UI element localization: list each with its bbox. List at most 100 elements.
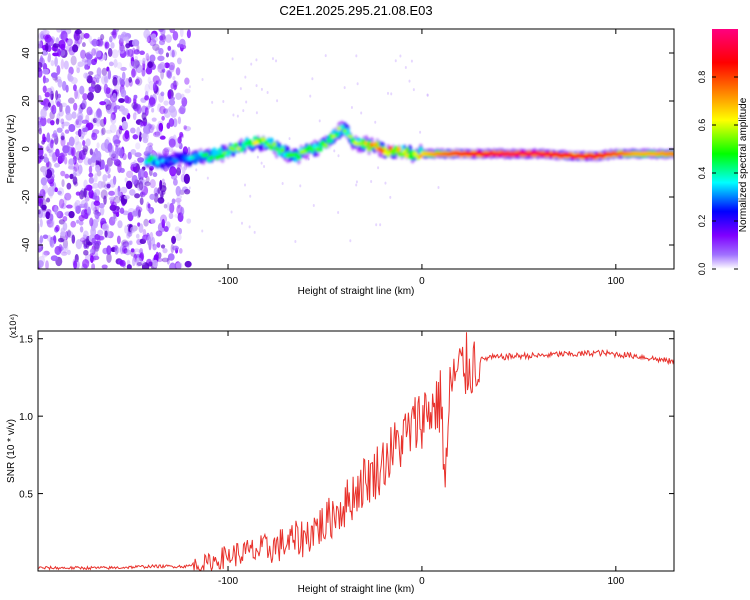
noise-blob bbox=[64, 192, 72, 201]
noise-blob bbox=[95, 150, 102, 161]
noise-blob bbox=[134, 193, 141, 199]
ridge-segment bbox=[670, 152, 674, 157]
noise-blob bbox=[45, 42, 49, 53]
noise-blob bbox=[56, 210, 64, 219]
noise-blob bbox=[74, 89, 78, 100]
noise-blob bbox=[184, 260, 192, 268]
noise-blob bbox=[75, 205, 81, 215]
noise-blob bbox=[114, 150, 119, 161]
noise-blob bbox=[230, 210, 233, 214]
noise-blob bbox=[67, 229, 71, 238]
noise-blob bbox=[161, 178, 165, 184]
noise-blob bbox=[98, 203, 105, 209]
noise-blob bbox=[80, 135, 84, 140]
noise-blob bbox=[184, 88, 191, 94]
noise-blob bbox=[114, 105, 121, 110]
noise-blob bbox=[134, 78, 140, 85]
snr-frame bbox=[37, 330, 675, 572]
noise-blob bbox=[168, 118, 175, 127]
noise-blob bbox=[118, 98, 125, 103]
noise-blob bbox=[42, 234, 49, 240]
noise-blob bbox=[107, 47, 113, 57]
noise-blob bbox=[135, 142, 141, 150]
noise-blob bbox=[73, 202, 79, 210]
ridge-segment bbox=[296, 154, 302, 160]
noise-blob bbox=[195, 168, 198, 172]
noise-blob bbox=[68, 210, 75, 219]
noise-blob bbox=[148, 97, 156, 105]
noise-blob bbox=[97, 229, 104, 236]
noise-blob bbox=[41, 252, 48, 258]
noise-blob bbox=[160, 91, 165, 97]
noise-blob bbox=[150, 33, 157, 40]
noise-blob bbox=[38, 67, 42, 72]
noise-blob bbox=[50, 60, 55, 67]
noise-blob bbox=[95, 117, 101, 127]
y-tick-label: 40 bbox=[21, 47, 32, 59]
noise-blob bbox=[57, 237, 64, 243]
noise-blob bbox=[134, 55, 138, 61]
noise-blob bbox=[97, 180, 104, 189]
noise-blob bbox=[170, 83, 175, 90]
noise-blob bbox=[38, 40, 42, 49]
noise-blob bbox=[130, 161, 137, 168]
noise-blob bbox=[44, 92, 51, 98]
noise-blob bbox=[92, 117, 98, 124]
noise-blob bbox=[86, 106, 93, 116]
noise-blob bbox=[72, 259, 80, 269]
noise-blob bbox=[94, 173, 98, 183]
noise-blob bbox=[91, 48, 97, 56]
noise-blob bbox=[180, 206, 185, 216]
noise-blob bbox=[263, 164, 266, 168]
noise-blob bbox=[42, 68, 49, 75]
noise-blob bbox=[86, 206, 92, 216]
noise-blob bbox=[311, 77, 314, 81]
snr-y-ticks: 0.5 1.0 1.5 bbox=[19, 335, 674, 501]
noise-blob bbox=[38, 196, 42, 207]
ridge-segment bbox=[412, 151, 418, 157]
noise-blob bbox=[171, 235, 177, 245]
noise-blob bbox=[157, 103, 162, 112]
noise-blob bbox=[90, 76, 97, 85]
noise-blob bbox=[78, 220, 84, 226]
noise-blob bbox=[107, 69, 112, 80]
noise-blob bbox=[95, 119, 103, 124]
y-tick-label: 20 bbox=[21, 95, 32, 107]
noise-blob bbox=[56, 65, 61, 75]
noise-blob bbox=[389, 195, 392, 199]
noise-blob bbox=[271, 57, 274, 61]
noise-blob bbox=[148, 207, 155, 214]
noise-blob bbox=[45, 260, 49, 269]
noise-blob bbox=[94, 57, 98, 62]
noise-blob bbox=[135, 257, 143, 267]
noise-blob bbox=[52, 129, 58, 139]
noise-blob bbox=[94, 213, 100, 218]
noise-blob bbox=[94, 253, 99, 259]
noise-blob bbox=[131, 39, 140, 47]
noise-blob bbox=[249, 194, 252, 198]
noise-blob bbox=[92, 191, 98, 201]
noise-blob bbox=[178, 248, 183, 254]
noise-blob bbox=[56, 207, 61, 218]
noise-blob bbox=[166, 70, 173, 79]
noise-blob bbox=[57, 48, 62, 57]
noise-blob bbox=[177, 116, 182, 125]
noise-blob bbox=[74, 36, 79, 45]
noise-blob bbox=[75, 141, 82, 151]
noise-blob bbox=[162, 182, 167, 188]
noise-blob bbox=[399, 54, 402, 58]
noise-blob bbox=[122, 153, 127, 161]
noise-blob bbox=[173, 84, 178, 90]
noise-blob bbox=[123, 195, 130, 200]
noise-blob bbox=[46, 218, 54, 228]
noise-blob bbox=[135, 63, 143, 74]
noise-blob bbox=[103, 116, 107, 125]
noise-blob bbox=[83, 243, 88, 249]
noise-blob bbox=[159, 62, 166, 70]
noise-blob bbox=[150, 218, 156, 224]
noise-blob bbox=[174, 226, 181, 232]
noise-blob bbox=[149, 208, 153, 216]
noise-blob bbox=[126, 96, 132, 104]
noise-blob bbox=[47, 102, 51, 108]
noise-blob bbox=[139, 197, 144, 205]
